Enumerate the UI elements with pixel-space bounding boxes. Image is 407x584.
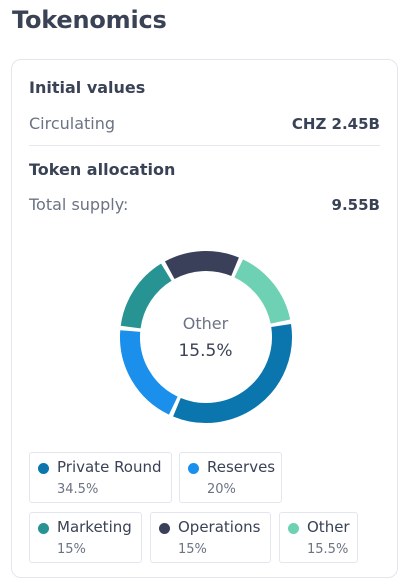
circulating-label: Circulating [29, 114, 116, 133]
legend-pct: 20% [207, 482, 236, 497]
legend-dot [159, 523, 170, 534]
legend-name: Private Round [57, 458, 162, 476]
legend-name: Operations [178, 518, 261, 536]
legend-pct: 15% [178, 542, 207, 557]
legend-pct: 15% [57, 542, 86, 557]
legend-name: Reserves [207, 458, 276, 476]
circulating-value: CHZ 2.45B [291, 115, 380, 133]
donut-slice-private-round[interactable] [173, 324, 292, 423]
donut-center-label: Other [182, 314, 229, 333]
legend-item-marketing[interactable]: Marketing 15% [29, 512, 142, 563]
tokenomics-card: Initial values Circulating CHZ 2.45B Tok… [11, 59, 398, 578]
legend-dot [38, 523, 49, 534]
total-supply-value: 9.55B [331, 196, 380, 214]
legend-item-private-round[interactable]: Private Round 34.5% [29, 452, 172, 503]
legend-item-reserves[interactable]: Reserves 20% [179, 452, 282, 503]
legend-name: Other [307, 518, 350, 536]
legend-pct: 15.5% [307, 542, 349, 557]
legend-pct: 34.5% [57, 482, 99, 497]
legend-dot [188, 463, 199, 474]
page-title: Tokenomics [12, 6, 167, 34]
total-supply-label: Total supply: [29, 195, 129, 214]
token-allocation-title: Token allocation [29, 160, 176, 179]
legend-name: Marketing [57, 518, 132, 536]
divider [29, 145, 380, 146]
legend-dot [288, 523, 299, 534]
donut-slice-marketing[interactable] [120, 263, 172, 329]
legend-item-operations[interactable]: Operations 15% [150, 512, 271, 563]
allocation-donut-chart [120, 251, 292, 423]
initial-values-title: Initial values [29, 78, 146, 97]
legend-item-other[interactable]: Other 15.5% [279, 512, 358, 563]
donut-center-value: 15.5% [178, 341, 233, 361]
donut-slice-reserves[interactable] [120, 330, 178, 415]
donut-slice-operations[interactable] [164, 251, 239, 280]
legend-dot [38, 463, 49, 474]
donut-slice-other[interactable] [234, 259, 291, 325]
